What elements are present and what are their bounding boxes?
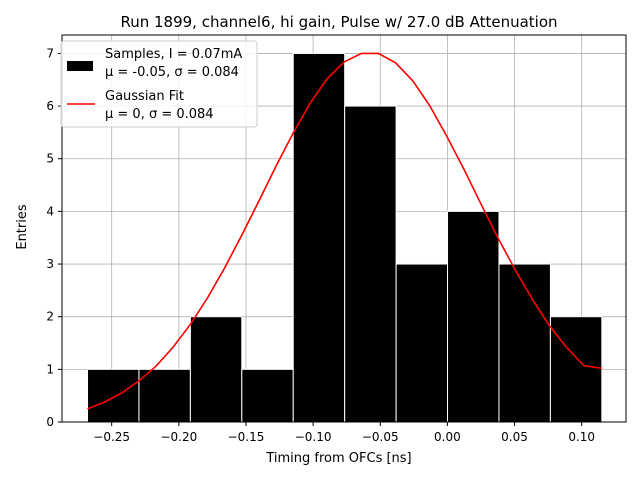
x-tick-label: 0.10 [568,430,595,444]
y-tick-label: 0 [46,415,54,429]
legend-histogram-swatch [67,61,93,71]
y-axis-label: Entries [15,204,30,250]
x-tick-label: −0.15 [228,430,265,444]
gaussian-fit-curve [87,52,602,410]
chart-title: Run 1899, channel6, hi gain, Pulse w/ 27… [120,13,557,31]
legend-histogram-stats: μ = -0.05, σ = 0.084 [105,65,239,80]
axes-frame [61,34,627,423]
histogram-bar [292,52,346,423]
histogram-bar [395,263,449,423]
histogram-bar [447,210,500,423]
histogram-bars [87,52,603,423]
x-axis-ticks: −0.25 −0.20 −0.15 −0.10 −0.05 0.00 0.05 0.10 [93,422,595,444]
y-tick-label: 1 [46,362,54,376]
y-tick-label: 2 [46,310,54,324]
x-tick-label: −0.05 [362,430,399,444]
legend: Samples, I = 0.07mA μ = -0.05, σ = 0.084… [60,40,258,128]
histogram-bar [498,263,551,423]
y-tick-label: 4 [46,204,54,218]
legend-fit-label: Gaussian Fit [105,89,184,104]
histogram-bar [241,368,294,423]
legend-fit-stats: μ = 0, σ = 0.084 [105,107,214,122]
histogram-bar [87,368,140,423]
y-tick-label: 3 [46,257,54,271]
x-tick-label: 0.00 [434,430,461,444]
fit-line [87,52,602,410]
legend-box [60,40,258,128]
x-tick-label: −0.25 [93,430,130,444]
y-tick-label: 7 [46,46,54,60]
x-tick-label: 0.05 [501,430,528,444]
histogram-bar [344,105,397,423]
histogram-bar [189,316,243,423]
legend-histogram-label: Samples, I = 0.07mA [105,47,242,62]
x-tick-label: −0.20 [160,430,197,444]
y-tick-label: 6 [46,99,54,113]
x-tick-label: −0.10 [295,430,332,444]
histogram-bar [138,368,191,423]
x-axis-label: Timing from OFCs [ns] [265,451,411,466]
histogram-bar [549,316,603,423]
y-tick-label: 5 [46,152,54,166]
